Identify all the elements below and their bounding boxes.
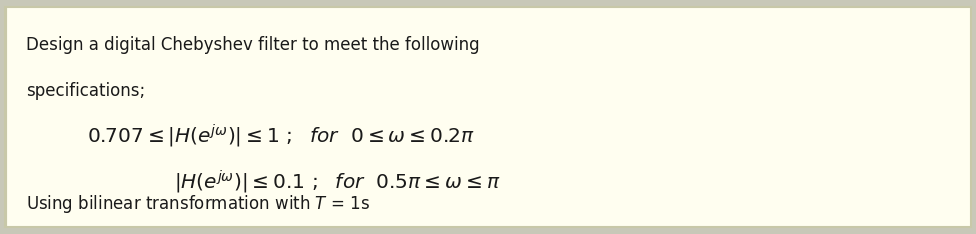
Text: Using bilinear transformation with $\mathit{T}$ = 1s: Using bilinear transformation with $\mat… xyxy=(26,193,370,215)
Text: $0.707 \leq |H(e^{j\omega})| \leq 1\ ;\ \ \mathit{for}\ \ 0 \leq \omega \leq 0.2: $0.707 \leq |H(e^{j\omega})| \leq 1\ ;\ … xyxy=(87,123,474,150)
Text: $|H(e^{j\omega})| \leq 0.1\ ;\ \ \mathit{for}\ \ 0.5\pi \leq \omega \leq \pi$: $|H(e^{j\omega})| \leq 0.1\ ;\ \ \mathit… xyxy=(174,169,501,196)
Text: specifications;: specifications; xyxy=(26,82,145,100)
Text: Design a digital Chebyshev filter to meet the following: Design a digital Chebyshev filter to mee… xyxy=(26,36,480,54)
